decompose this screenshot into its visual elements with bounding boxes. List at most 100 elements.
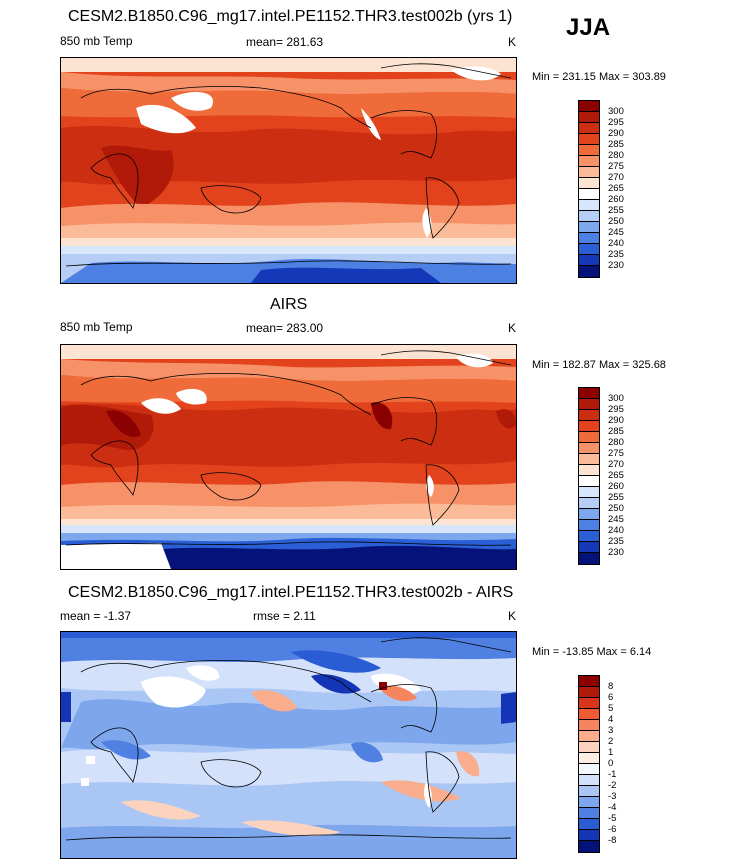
colorbar-tick-label: 230 (608, 260, 624, 271)
colorbar-tick-label: -5 (608, 813, 617, 824)
colorbar-tick-label: 235 (608, 249, 624, 260)
colorbar-swatch (579, 476, 599, 487)
colorbar-tick-label: -2 (608, 780, 617, 791)
colorbar-swatch (579, 509, 599, 520)
panel-1-minmax: Min = 231.15 Max = 303.89 (532, 71, 666, 83)
colorbar-swatch (579, 676, 599, 687)
colorbar-swatch (579, 233, 599, 244)
season-label: JJA (566, 14, 611, 41)
panel-1-map-canvas (61, 58, 516, 283)
colorbar-swatch (579, 731, 599, 742)
colorbar-tick-label: 285 (608, 426, 624, 437)
colorbar-swatch (579, 531, 599, 542)
panel-3-units: K (508, 609, 517, 623)
colorbar-tick-label: 6 (608, 692, 614, 703)
panel-3-minmax: Min = -13.85 Max = 6.14 (532, 646, 652, 658)
colorbar-swatch (579, 742, 599, 753)
colorbar-swatch (579, 189, 599, 200)
colorbar-swatch (579, 687, 599, 698)
colorbar-swatch (579, 211, 599, 222)
colorbar-swatch (579, 178, 599, 189)
colorbar-tick-label: 300 (608, 393, 624, 404)
panel-2-variable-label: 850 mb Temp (60, 320, 133, 334)
panel-3-map-canvas (61, 632, 516, 858)
panel-1-colorbar (578, 100, 600, 278)
colorbar-tick-label: 290 (608, 415, 624, 426)
colorbar-tick-label: 295 (608, 117, 624, 128)
colorbar-swatch (579, 819, 599, 830)
colorbar-tick-label: 275 (608, 448, 624, 459)
colorbar-tick-label: -1 (608, 769, 617, 780)
colorbar-swatch (579, 830, 599, 841)
colorbar-tick-label: 260 (608, 194, 624, 205)
panel-2-colorbar (578, 387, 600, 565)
colorbar-swatch (579, 410, 599, 421)
colorbar-tick-label: 255 (608, 205, 624, 216)
colorbar-swatch (579, 244, 599, 255)
colorbar-swatch (579, 200, 599, 211)
colorbar-swatch (579, 808, 599, 819)
colorbar-swatch (579, 112, 599, 123)
colorbar-tick-label: 250 (608, 503, 624, 514)
colorbar-tick-label: 280 (608, 437, 624, 448)
colorbar-tick-label: 260 (608, 481, 624, 492)
colorbar-tick-label: 0 (608, 758, 614, 769)
colorbar-swatch (579, 134, 599, 145)
colorbar-swatch (579, 698, 599, 709)
colorbar-swatch (579, 487, 599, 498)
panel-1-mean: mean= 281.63 (246, 35, 324, 49)
colorbar-swatch (579, 454, 599, 465)
colorbar-tick-label: -4 (608, 802, 617, 813)
panel-2-minmax: Min = 182.87 Max = 325.68 (532, 359, 666, 371)
colorbar-swatch (579, 156, 599, 167)
colorbar-tick-label: 2 (608, 736, 614, 747)
colorbar-tick-label: 235 (608, 536, 624, 547)
panel-1-variable-label: 850 mb Temp (60, 34, 133, 48)
colorbar-swatch (579, 222, 599, 233)
colorbar-tick-label: 265 (608, 183, 624, 194)
colorbar-swatch (579, 786, 599, 797)
colorbar-tick-label: 245 (608, 514, 624, 525)
colorbar-tick-label: 265 (608, 470, 624, 481)
colorbar-tick-label: 1 (608, 747, 614, 758)
panel-3-mean: mean = -1.37 (60, 609, 132, 623)
colorbar-swatch (579, 553, 599, 564)
colorbar-swatch (579, 520, 599, 531)
colorbar-swatch (579, 255, 599, 266)
panel-2-map-canvas (61, 345, 516, 569)
colorbar-tick-label: 300 (608, 106, 624, 117)
colorbar-swatch (579, 145, 599, 156)
colorbar-swatch (579, 465, 599, 476)
colorbar-tick-label: 8 (608, 681, 614, 692)
colorbar-tick-label: 5 (608, 703, 614, 714)
panel-1-map (60, 57, 517, 284)
colorbar-swatch (579, 542, 599, 553)
panel-1-units: K (508, 35, 517, 49)
colorbar-tick-label: 4 (608, 714, 614, 725)
colorbar-tick-label: -3 (608, 791, 617, 802)
colorbar-tick-label: 270 (608, 459, 624, 470)
colorbar-swatch (579, 775, 599, 786)
colorbar-swatch (579, 432, 599, 443)
colorbar-tick-label: 240 (608, 238, 624, 249)
colorbar-tick-label: 240 (608, 525, 624, 536)
panel-1-title: CESM2.B1850.C96_mg17.intel.PE1152.THR3.t… (68, 8, 513, 25)
panel-3-map (60, 631, 517, 859)
panel-3-rmse: rmse = 2.11 (253, 609, 316, 623)
colorbar-swatch (579, 388, 599, 399)
colorbar-swatch (579, 266, 599, 277)
colorbar-swatch (579, 797, 599, 808)
panel-2-title: AIRS (270, 296, 308, 313)
colorbar-tick-label: 275 (608, 161, 624, 172)
colorbar-tick-label: 3 (608, 725, 614, 736)
colorbar-tick-label: -6 (608, 824, 617, 835)
colorbar-swatch (579, 123, 599, 134)
colorbar-swatch (579, 753, 599, 764)
panel-3-title: CESM2.B1850.C96_mg17.intel.PE1152.THR3.t… (68, 584, 514, 601)
panel-2-map (60, 344, 517, 570)
colorbar-swatch (579, 443, 599, 454)
colorbar-swatch (579, 841, 599, 852)
colorbar-swatch (579, 421, 599, 432)
colorbar-swatch (579, 101, 599, 112)
colorbar-swatch (579, 399, 599, 410)
